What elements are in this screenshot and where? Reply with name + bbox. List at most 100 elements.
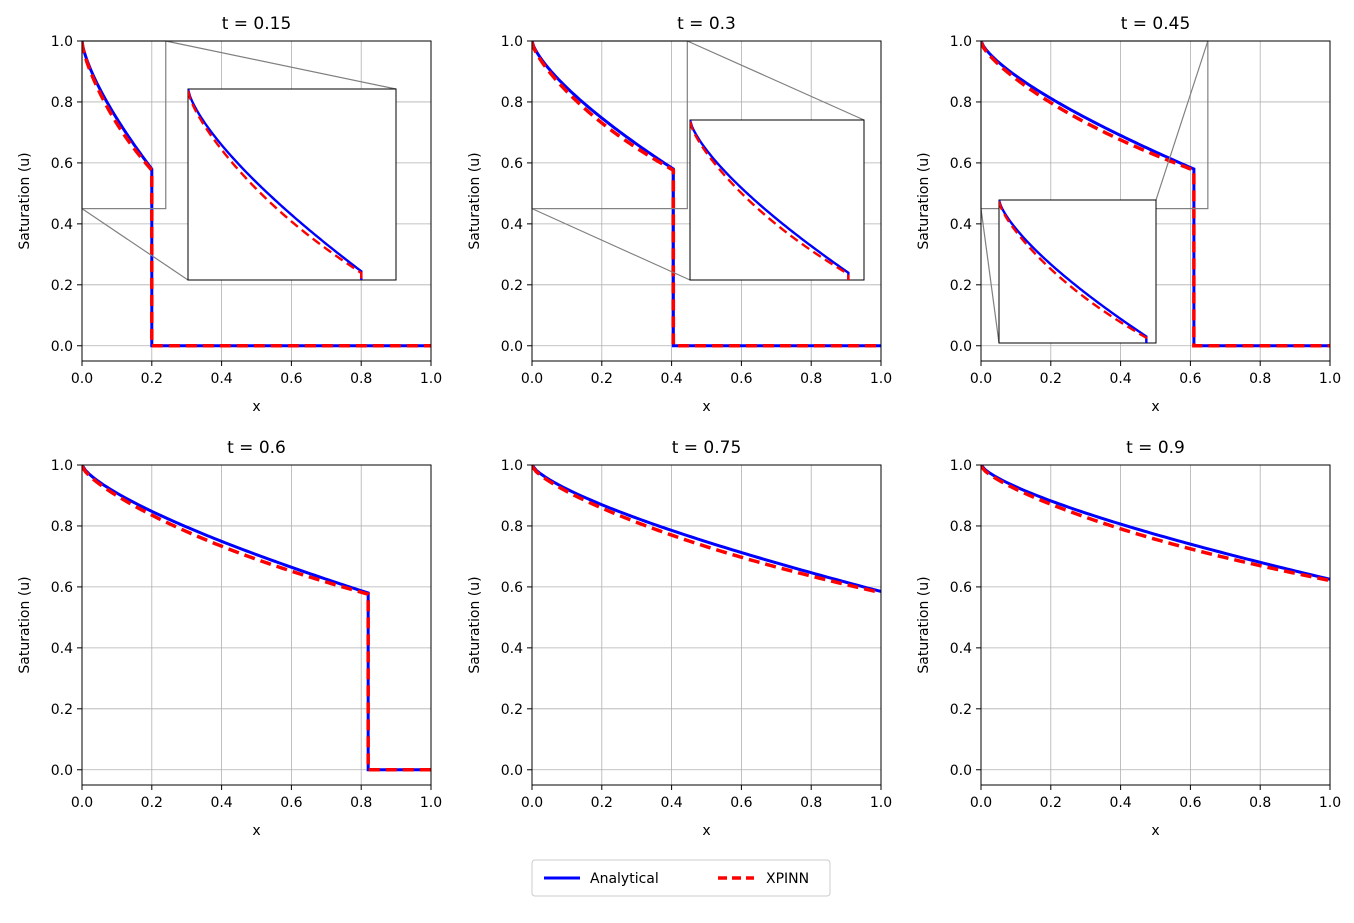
y-tick-label: 0.0 (51, 763, 73, 779)
x-tick-label: 0.8 (350, 795, 372, 811)
x-tick-label: 0.4 (660, 795, 682, 811)
x-tick-label: 0.2 (141, 795, 163, 811)
y-tick-label: 0.0 (501, 763, 523, 779)
y-tick-label: 0.6 (501, 580, 523, 596)
inset-analytical-line (690, 120, 850, 280)
axes-frame (531, 464, 882, 786)
x-tick-label: 0.6 (280, 795, 302, 811)
y-tick-label: 0.0 (51, 339, 73, 355)
y-tick-label: 0.4 (950, 217, 972, 233)
x-axis-label: x (252, 823, 260, 839)
x-tick-label: 0.0 (71, 371, 93, 387)
y-tick-label: 0.2 (950, 702, 972, 718)
x-tick-label: 0.0 (521, 795, 543, 811)
x-tick-label: 0.2 (141, 371, 163, 387)
analytical-line (82, 465, 431, 772)
x-tick-label: 0.4 (210, 371, 232, 387)
x-tick-label: 1.0 (870, 795, 892, 811)
inset-xpinn-line (999, 200, 1148, 343)
x-tick-label: 0.8 (800, 795, 822, 811)
zoom-connector (1155, 40, 1209, 201)
y-tick-label: 0.0 (501, 339, 523, 355)
y-tick-label: 0.2 (501, 278, 523, 294)
subplot-title: t = 0.15 (222, 14, 292, 34)
analytical-line (532, 41, 881, 348)
y-tick-label: 0.8 (501, 519, 523, 535)
y-axis-label: Saturation (u) (467, 576, 483, 673)
zoom-connector (980, 208, 1000, 344)
y-axis-label: Saturation (u) (916, 576, 932, 673)
y-tick-label: 0.8 (51, 95, 73, 111)
x-axis-label: x (1151, 399, 1159, 415)
x-tick-label: 0.6 (730, 371, 752, 387)
y-tick-label: 1.0 (51, 34, 73, 50)
x-tick-label: 0.2 (591, 371, 613, 387)
x-tick-label: 0.4 (1109, 795, 1131, 811)
y-tick-label: 0.2 (51, 278, 73, 294)
x-tick-label: 0.4 (660, 371, 682, 387)
y-tick-label: 0.0 (950, 339, 972, 355)
analytical-line (532, 465, 881, 593)
x-tick-label: 1.0 (420, 371, 442, 387)
subplot-title: t = 0.45 (1121, 14, 1191, 34)
y-tick-label: 0.4 (950, 641, 972, 657)
legend-frame (531, 859, 831, 897)
x-tick-label: 1.0 (420, 795, 442, 811)
axes-frame (81, 464, 432, 786)
inset-axes (187, 88, 397, 281)
x-tick-label: 0.2 (591, 795, 613, 811)
y-tick-label: 0.0 (950, 763, 972, 779)
zoom-region (980, 40, 1209, 210)
subplot-title: t = 0.75 (672, 438, 742, 458)
legend-analytical-label: Analytical (590, 871, 659, 887)
axes-frame (531, 40, 882, 362)
x-tick-label: 1.0 (1319, 795, 1341, 811)
y-tick-label: 0.6 (51, 156, 73, 172)
subplot-2: 0.0 0.2 0.4 0.6 0.8 1.0 0.0 0.2 0.4 0.6 0.8 1.0 t = … (467, 14, 892, 415)
x-tick-label: 0.8 (1249, 371, 1271, 387)
y-tick-label: 0.4 (501, 217, 523, 233)
x-axis-label: x (252, 399, 260, 415)
x-tick-label: 1.0 (870, 371, 892, 387)
axes-frame (980, 40, 1331, 362)
y-tick-label: 0.6 (51, 580, 73, 596)
axes-frame (980, 464, 1331, 786)
legend-xpinn-label: XPINN (766, 871, 809, 887)
x-axis-label: x (1151, 823, 1159, 839)
y-tick-label: 1.0 (950, 458, 972, 474)
x-tick-label: 0.6 (1179, 371, 1201, 387)
y-tick-label: 0.8 (51, 519, 73, 535)
x-tick-label: 0.4 (1109, 371, 1131, 387)
zoom-connector (531, 208, 691, 281)
x-tick-label: 0.8 (1249, 795, 1271, 811)
inset-axes (998, 199, 1157, 344)
legend: Analytical XPINN (531, 859, 831, 897)
analytical-line (981, 465, 1330, 581)
x-tick-label: 0.4 (210, 795, 232, 811)
y-tick-label: 0.2 (501, 702, 523, 718)
y-tick-label: 0.2 (51, 702, 73, 718)
subplot-title: t = 0.9 (1126, 438, 1185, 458)
zoom-connector (165, 40, 397, 90)
y-axis-label: Saturation (u) (467, 152, 483, 249)
y-tick-label: 0.6 (501, 156, 523, 172)
y-tick-label: 0.4 (51, 641, 73, 657)
y-tick-label: 0.2 (950, 278, 972, 294)
x-tick-label: 1.0 (1319, 371, 1341, 387)
x-tick-label: 0.6 (280, 371, 302, 387)
xpinn-line (82, 41, 431, 348)
subplot-6: 0.0 0.2 0.4 0.6 0.8 1.0 0.0 0.2 0.4 0.6 0.8 1.0 t = … (916, 438, 1341, 839)
xpinn-line (82, 465, 431, 772)
x-tick-label: 0.0 (970, 371, 992, 387)
inset-analytical-line (999, 200, 1148, 343)
subplot-5: 0.0 0.2 0.4 0.6 0.8 1.0 0.0 0.2 0.4 0.6 0.8 1.0 t = … (467, 438, 892, 839)
subplot-1: 0.0 0.2 0.4 0.6 0.8 1.0 0.0 0.2 0.4 0.6 0.8 1.0 t = … (17, 14, 442, 415)
x-tick-label: 0.8 (800, 371, 822, 387)
axes-frame (81, 40, 432, 362)
y-tick-label: 1.0 (501, 34, 523, 50)
x-tick-label: 0.6 (730, 795, 752, 811)
y-axis-label: Saturation (u) (916, 152, 932, 249)
y-axis-label: Saturation (u) (17, 152, 33, 249)
inset-analytical-line (188, 89, 363, 280)
